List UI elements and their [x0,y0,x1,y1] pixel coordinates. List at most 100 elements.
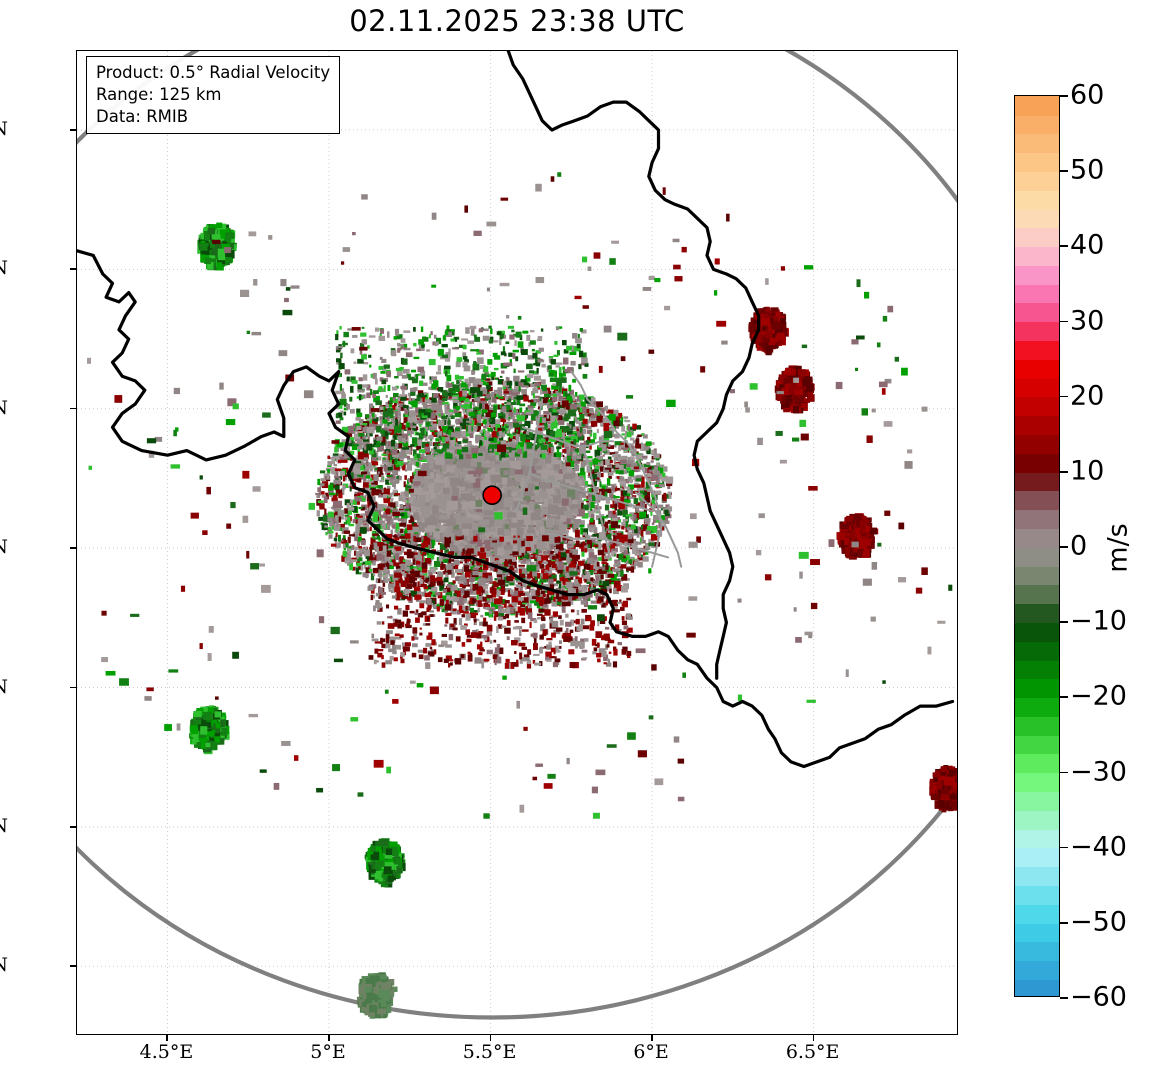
echo-cell [392,524,396,529]
echo-cell [439,588,443,592]
echo-cell [370,474,374,481]
echo-cell [383,432,389,437]
echo-cell [623,416,629,419]
echo-cell [362,434,367,440]
echo-cell [388,559,394,566]
echo-cell [357,438,363,444]
echo-cell [335,456,340,462]
echo-cell [353,430,358,433]
echo-cell [608,571,611,574]
echo-cell [552,408,557,414]
echo-cell [391,467,399,474]
echo-cell [646,525,653,531]
echo-cell [587,523,590,529]
echo-cell [614,451,619,454]
echo-cell [627,476,632,480]
echo-cell [528,399,534,403]
echo-cell [341,540,348,544]
echo-cell [592,509,598,513]
echo-cell [634,425,642,430]
echo-cell [564,442,568,447]
echo-cell [637,501,644,508]
echo-cell [360,507,365,511]
echo-cell [596,428,599,434]
echo-cell [583,543,589,550]
echo-cell [348,439,352,444]
echo-cell [661,526,664,531]
echo-cell [604,558,608,562]
echo-cell [498,436,504,441]
echo-cell [584,584,592,588]
echo-cell [393,464,400,470]
echo-cell [457,435,464,438]
echo-cell [491,430,498,438]
echo-cell [546,593,550,600]
echo-cell [538,581,542,587]
echo-cell [403,417,409,424]
echo-cell [578,477,584,482]
echo-cell [534,558,539,562]
echo-cell [408,534,413,538]
echo-cell [394,515,400,518]
echo-cell [490,392,496,397]
echo-cell [345,518,348,524]
echo-cell [419,424,422,428]
echo-cell [510,562,514,567]
echo-cell [580,442,587,447]
echo-cell [412,559,416,565]
echo-cell [596,472,601,478]
echo-cell [655,490,662,495]
echo-cell [556,580,563,584]
echo-cell [387,495,391,499]
echo-cell [364,546,368,549]
echo-cell [393,562,400,566]
echo-cell [390,473,395,480]
echo-cell [475,383,482,390]
echo-cell [642,491,647,496]
echo-cell [394,478,399,484]
echo-cell [606,409,614,414]
echo-cell [540,384,547,392]
echo-cell [610,513,618,519]
echo-cell [428,386,432,391]
echo-cell [635,478,642,482]
echo-cell [355,519,360,524]
echo-cell [582,528,589,535]
echo-cell [325,531,328,536]
echo-cell [390,502,396,508]
echo-cell [581,573,584,578]
echo-cell [564,556,569,561]
echo-cell [495,560,502,567]
echo-cell [369,526,372,532]
echo-cell [340,442,348,448]
echo-cell [557,415,563,422]
echo-cell [427,553,434,560]
echo-cell [452,596,460,603]
echo-cell [508,578,514,586]
echo-cell [478,421,482,425]
echo-cell [377,485,383,489]
echo-cell [578,589,584,594]
echo-cell [541,423,546,426]
echo-cell [518,564,525,567]
echo-cell [346,502,350,509]
echo-cell [335,515,339,522]
echo-cell [520,601,526,608]
echo-cell [474,420,478,426]
echo-cell [360,471,368,475]
echo-cell [327,455,331,459]
echo-cell [362,463,366,470]
echo-cell [621,522,628,528]
echo-cell [392,398,398,404]
echo-cell [611,485,615,492]
echo-cell [543,411,550,415]
radar-map-plot[interactable] [76,50,958,1035]
echo-cell [636,516,644,520]
echo-cell [641,481,645,488]
echo-cell [481,416,488,420]
echo-cell [611,550,617,555]
echo-cell [434,560,441,568]
echo-cell [444,568,448,573]
echo-cell [634,526,638,534]
echo-cell [611,420,616,427]
